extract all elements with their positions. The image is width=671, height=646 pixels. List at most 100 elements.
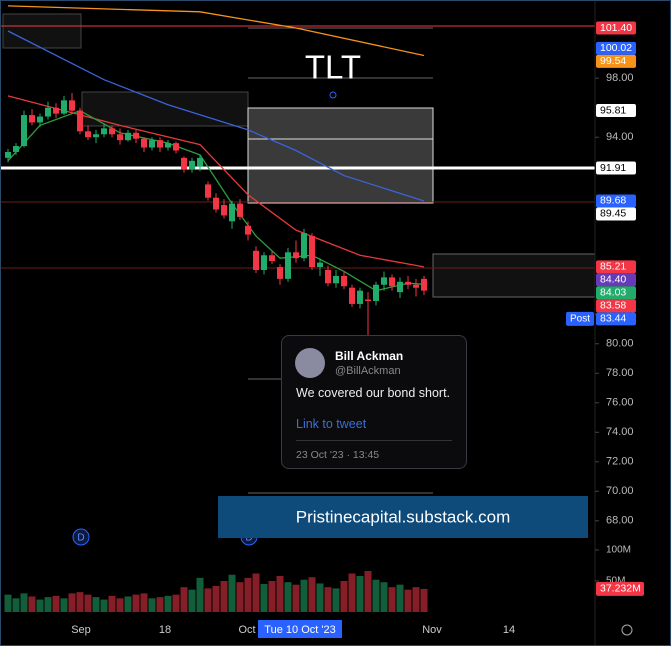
candle-body <box>85 131 91 138</box>
candle-body <box>285 252 291 279</box>
price-badge <box>596 54 636 68</box>
post-badge-bg <box>566 311 594 326</box>
y-tick-label: 70.00 <box>606 485 634 497</box>
candle-body <box>165 143 171 148</box>
volume-tick-label: 50M <box>606 576 625 587</box>
candle-body <box>21 115 27 147</box>
price-badge-label: 89.45 <box>600 208 626 220</box>
candle-body <box>269 255 275 262</box>
candle-body <box>37 116 43 123</box>
candle-body <box>181 157 187 170</box>
volume-bar <box>300 579 308 612</box>
y-tick-label: 68.00 <box>606 515 634 527</box>
settings-icon[interactable] <box>621 624 633 636</box>
candle-body <box>413 284 419 288</box>
candle-body <box>301 233 307 259</box>
volume-bar <box>148 598 156 612</box>
volume-bar <box>124 596 132 612</box>
candle-body <box>245 225 251 235</box>
candle-body <box>317 262 323 268</box>
price-badge <box>596 260 636 274</box>
post-badge: Post <box>570 314 590 325</box>
candle-body <box>93 134 99 138</box>
candle-body <box>237 203 243 217</box>
banner-bg <box>218 496 588 538</box>
volume-bar <box>372 579 380 612</box>
x-tick-label: 18 <box>159 624 171 636</box>
y-tick-label: 72.00 <box>606 456 634 468</box>
y-tick-label: 94.00 <box>606 131 634 143</box>
dividend-marker[interactable] <box>72 528 90 546</box>
candle-body <box>357 290 363 304</box>
candle-body <box>213 197 219 210</box>
candle-body <box>421 278 427 291</box>
volume-bar <box>324 587 332 612</box>
volume-bar <box>84 594 92 612</box>
volume-bar <box>132 594 140 612</box>
price-badge-label: 85.21 <box>600 261 626 273</box>
avatar <box>295 348 325 378</box>
drawing-box <box>81 91 249 127</box>
volume-bar <box>164 595 172 612</box>
candle-body <box>325 270 331 284</box>
tweet-date: 23 Oct '23 · 13:45 <box>296 449 380 461</box>
candle-body <box>253 250 259 270</box>
price-badge-label: 84.03 <box>600 287 626 299</box>
price-badge-label: 84.40 <box>600 274 626 286</box>
price-badge-label: 91.91 <box>600 162 626 174</box>
marker-label: D <box>77 533 84 544</box>
candle-body <box>53 107 59 114</box>
candle-body <box>221 205 227 216</box>
volume-bar <box>420 588 428 612</box>
volume-bar <box>284 582 292 612</box>
volume-badge <box>596 581 644 596</box>
candle-body <box>141 138 147 148</box>
volume-bar <box>116 598 124 612</box>
candle-body <box>333 275 339 284</box>
volume-bar <box>276 576 284 612</box>
candle-body <box>397 281 403 293</box>
moving-average <box>7 109 425 292</box>
price-badge-label: 100.02 <box>600 42 632 54</box>
tweet-link[interactable]: Link to tweet <box>296 417 367 431</box>
price-badge-label: 89.68 <box>600 195 626 207</box>
volume-bar <box>100 599 108 612</box>
volume-bar <box>340 580 348 612</box>
candle-body <box>109 128 115 135</box>
volume-bar <box>412 587 420 612</box>
volume-bar <box>252 573 260 612</box>
volume-bar <box>308 577 316 612</box>
volume-bar <box>388 587 396 612</box>
price-badge-label: 101.40 <box>600 22 632 34</box>
candle-body <box>45 107 51 117</box>
volume-bar <box>12 598 20 612</box>
candle-body <box>261 255 267 270</box>
drawing-box <box>432 253 596 298</box>
price-badge-label: 95.81 <box>600 104 626 116</box>
price-badge <box>596 299 636 313</box>
price-badge-label: 99.54 <box>600 55 626 67</box>
candle-body <box>5 151 11 158</box>
y-tick-label: 78.00 <box>606 367 634 379</box>
candle-body <box>157 140 163 148</box>
y-tick-label: 98.00 <box>606 72 634 84</box>
drawing-box <box>247 107 434 204</box>
price-badge <box>596 312 636 326</box>
candle-body <box>69 100 75 111</box>
price-badge <box>596 104 636 118</box>
candle-body <box>389 277 395 287</box>
candle-body <box>365 299 371 301</box>
candle-body <box>173 143 179 151</box>
candle-body <box>405 281 411 285</box>
volume-bar <box>212 585 220 612</box>
volume-bar <box>92 597 100 612</box>
candle-body <box>149 140 155 148</box>
price-badge-label: 83.44 <box>600 313 626 325</box>
candle-body <box>229 203 235 222</box>
candle-body <box>381 277 387 285</box>
volume-bar <box>28 596 36 612</box>
volume-bar <box>140 593 148 612</box>
volume-bar <box>4 594 12 612</box>
volume-bar <box>220 580 228 612</box>
